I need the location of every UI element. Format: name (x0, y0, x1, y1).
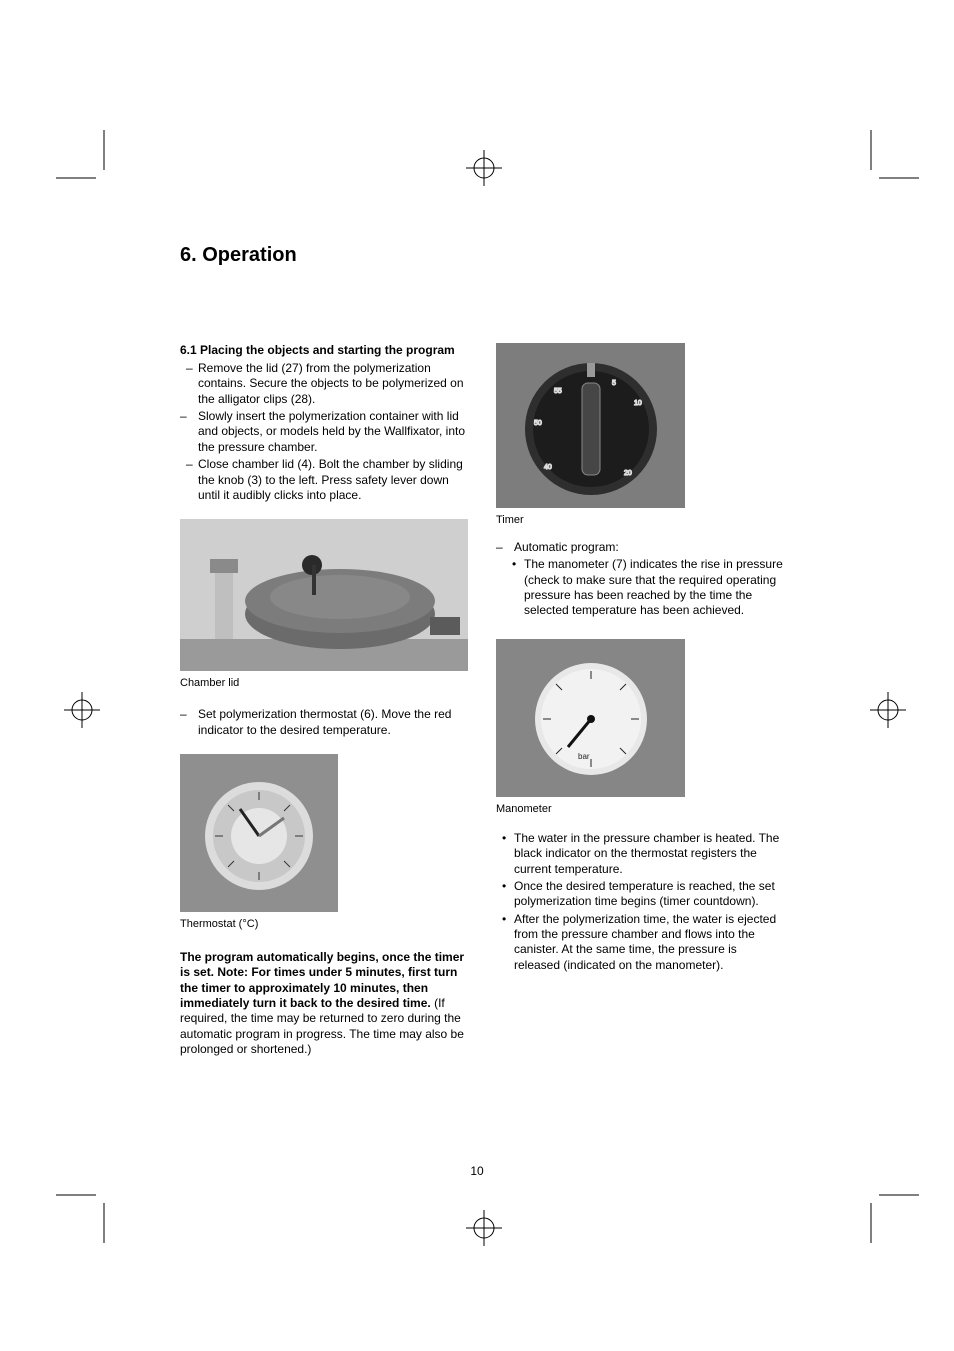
registration-mark-top (466, 150, 502, 186)
svg-text:20: 20 (624, 470, 632, 477)
left-column: 6.1 Placing the objects and starting the… (180, 343, 468, 1057)
registration-mark-right (870, 692, 906, 728)
figure-thermostat: Thermostat (°C) (180, 754, 338, 930)
svg-text:55: 55 (554, 388, 562, 395)
list-item: Once the desired temperature is reached,… (496, 879, 784, 910)
subsection-heading: 6.1 Placing the objects and starting the… (180, 343, 468, 357)
svg-text:40: 40 (544, 464, 552, 471)
crop-mark-br (864, 1188, 919, 1243)
svg-text:50: 50 (534, 420, 542, 427)
list-item: Close chamber lid (4). Bolt the chamber … (180, 457, 468, 503)
figure-chamber-lid: Chamber lid (180, 519, 468, 689)
two-column-layout: 6.1 Placing the objects and starting the… (180, 343, 784, 1057)
instruction-list: Remove the lid (27) from the polymerizat… (180, 361, 468, 503)
bold-text: The program automatically begins, once t… (180, 950, 464, 1010)
manometer-photo: bar (496, 639, 685, 797)
instruction-list: Automatic program: (496, 540, 784, 555)
page-content: 6. Operation 6.1 Placing the objects and… (180, 244, 784, 1057)
right-column: 5 10 55 50 40 20 Timer Automatic program… (496, 343, 784, 1057)
list-item: The manometer (7) indicates the rise in … (496, 557, 784, 618)
figure-caption: Chamber lid (180, 677, 468, 689)
crop-mark-bl (56, 1188, 111, 1243)
svg-text:10: 10 (634, 400, 642, 407)
chamber-lid-photo (180, 519, 468, 671)
list-item: Automatic program: (496, 540, 784, 555)
crop-mark-tr (864, 130, 919, 185)
svg-text:5: 5 (612, 380, 616, 387)
figure-caption: Thermostat (°C) (180, 918, 338, 930)
bullet-list: The water in the pressure chamber is hea… (496, 831, 784, 973)
timer-photo: 5 10 55 50 40 20 (496, 343, 685, 508)
list-item: After the polymerization time, the water… (496, 912, 784, 973)
svg-text:bar: bar (578, 752, 590, 761)
nested-bullet-list: The manometer (7) indicates the rise in … (496, 557, 784, 618)
registration-mark-left (64, 692, 100, 728)
registration-mark-bottom (466, 1210, 502, 1246)
section-title: 6. Operation (180, 244, 784, 267)
list-item: The water in the pressure chamber is hea… (496, 831, 784, 877)
instruction-list: Set polymerization thermostat (6). Move … (180, 707, 468, 738)
thermostat-photo (180, 754, 338, 912)
figure-caption: Timer (496, 514, 685, 526)
figure-manometer: bar Manometer (496, 639, 685, 815)
list-item: Slowly insert the polymerization contain… (180, 409, 468, 455)
figure-timer: 5 10 55 50 40 20 Timer (496, 343, 685, 526)
figure-caption: Manometer (496, 803, 685, 815)
crop-mark-tl (56, 130, 111, 185)
page-number: 10 (470, 1164, 483, 1178)
program-note: The program automatically begins, once t… (180, 950, 468, 1058)
list-item: Set polymerization thermostat (6). Move … (180, 707, 468, 738)
list-item: Remove the lid (27) from the polymerizat… (180, 361, 468, 407)
